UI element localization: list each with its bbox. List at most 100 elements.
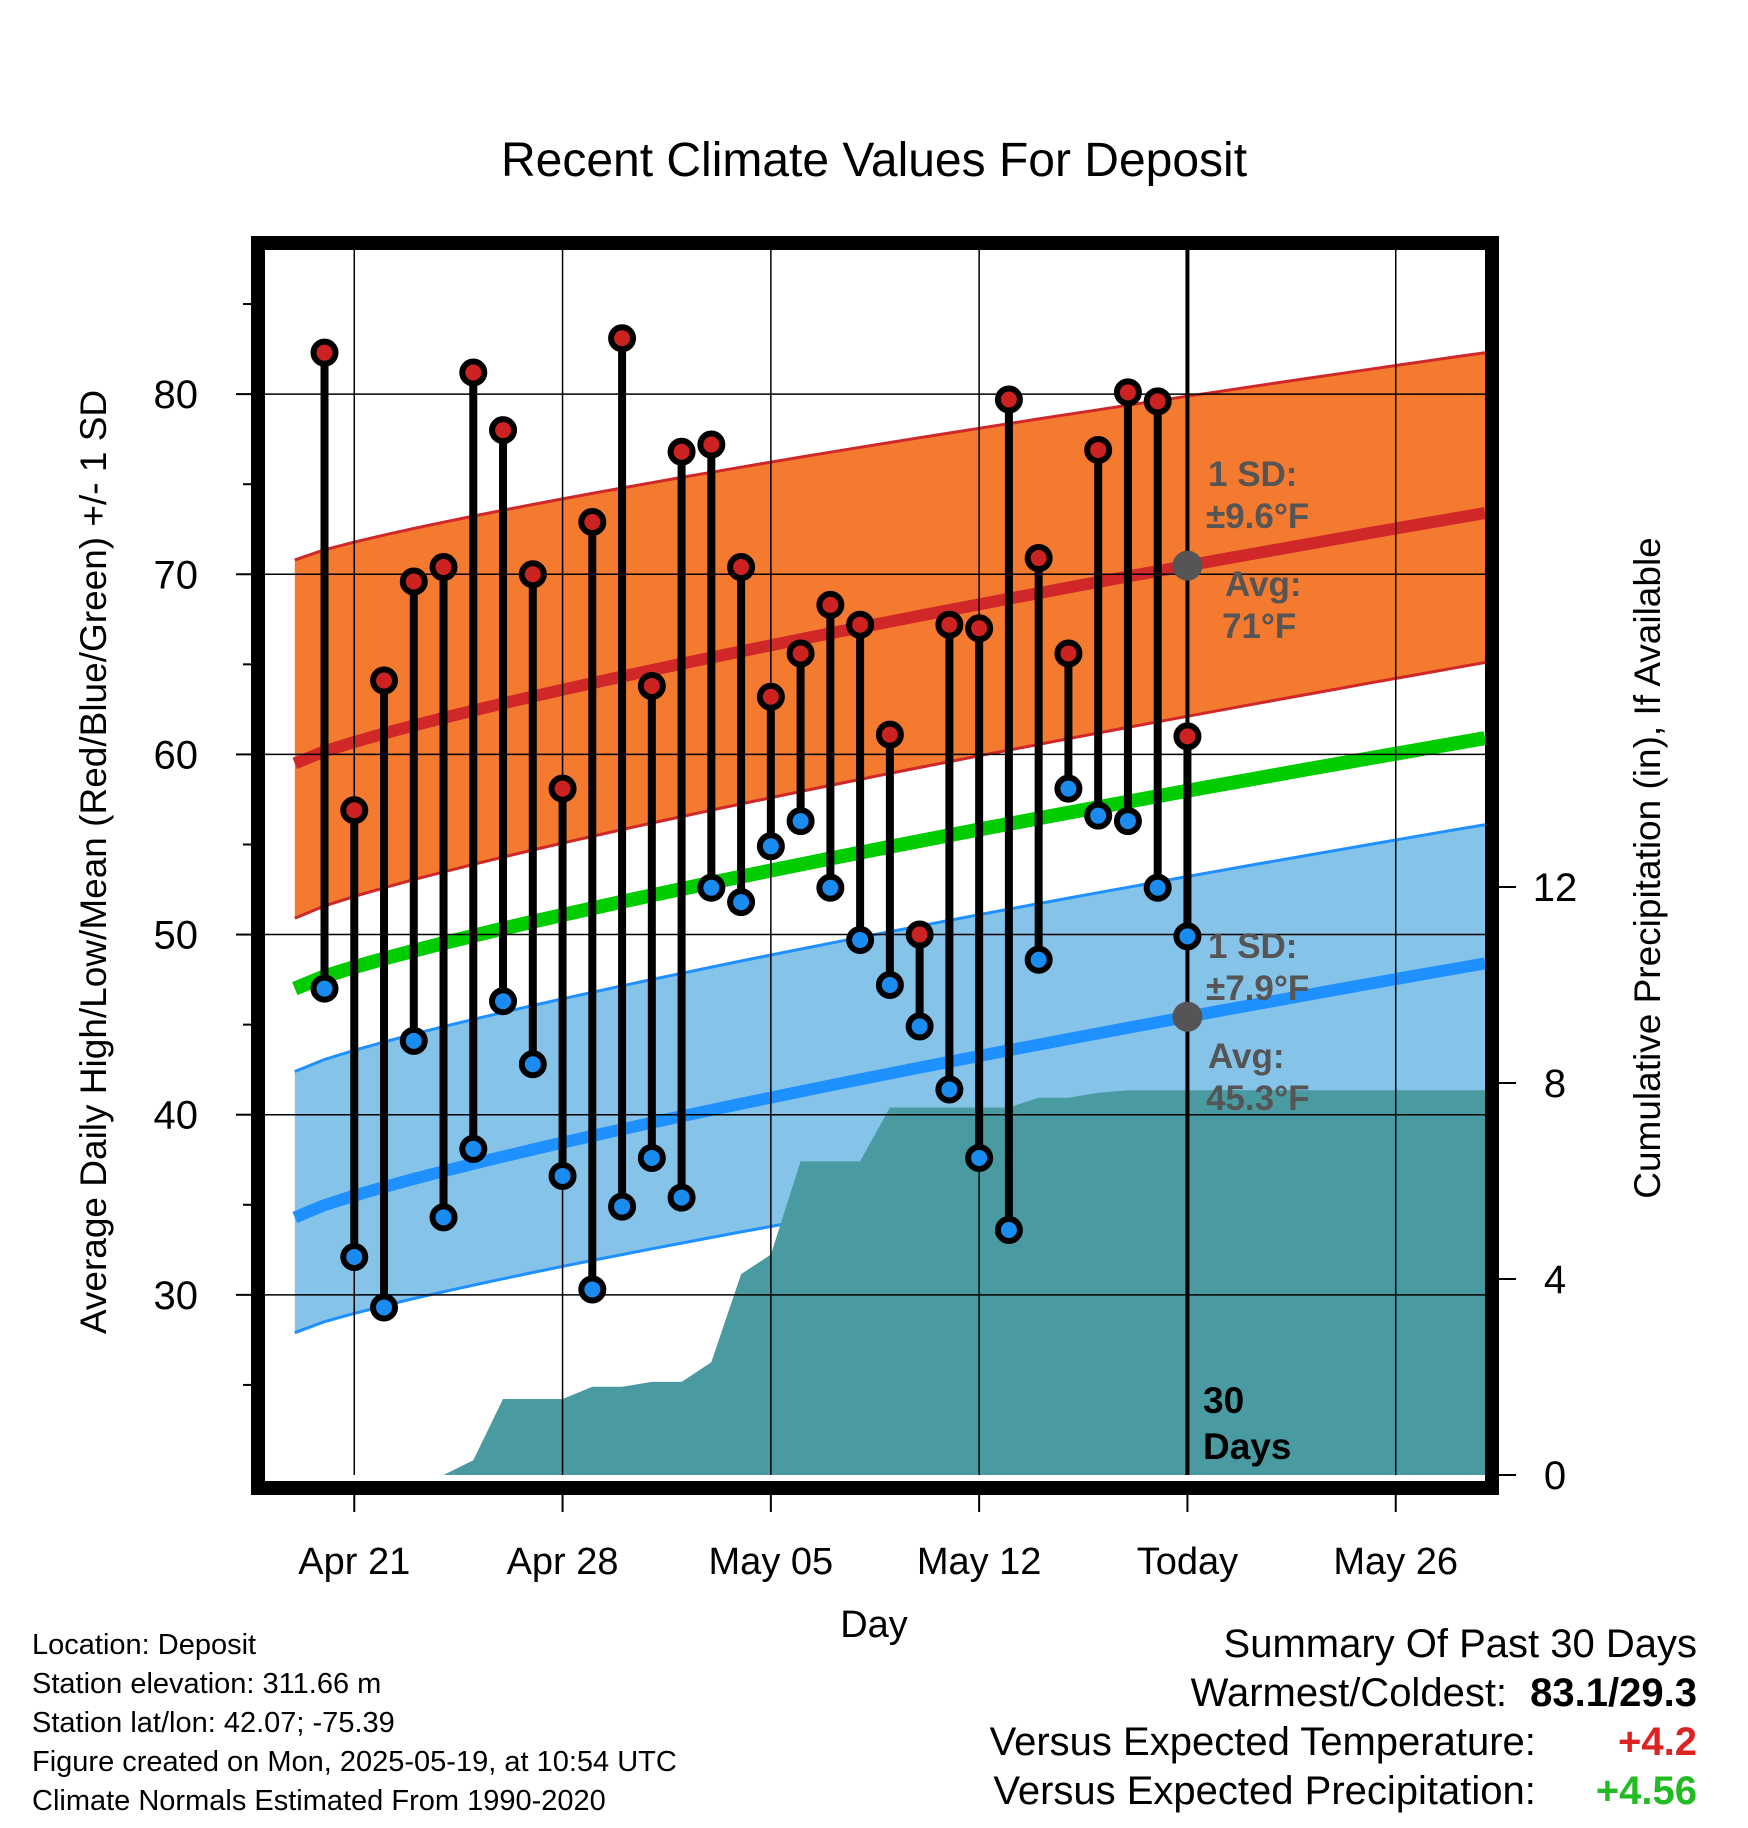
daily-low-point [1173, 922, 1202, 951]
location-text: Location: Deposit [32, 1629, 257, 1661]
daily-low-point [727, 888, 756, 917]
daily-high-point [548, 774, 577, 803]
daily-low-point [637, 1143, 666, 1172]
latlon-text: Station lat/lon: 42.07; -75.39 [32, 1707, 395, 1739]
daily-high-point [994, 385, 1023, 414]
station-info: Location: Deposit Station elevation: 311… [32, 1626, 677, 1821]
daily-high-point [727, 553, 756, 582]
days-word-label: Days [1203, 1426, 1291, 1467]
y-axis-label: Average Daily High/Low/Mean (Red/Blue/Gr… [73, 390, 114, 1334]
daily-low-point [965, 1143, 994, 1172]
daily-low-point [310, 974, 339, 1003]
daily-high-point [756, 682, 785, 711]
x-tick-label: Apr 28 [507, 1541, 619, 1583]
daily-low-point [846, 925, 875, 954]
normals-text: Climate Normals Estimated From 1990-2020 [32, 1785, 606, 1817]
summary-panel: Summary Of Past 30 Days Warmest/Coldest:… [990, 1620, 1697, 1816]
daily-low-point [1143, 873, 1172, 902]
warm-cold-row: Warmest/Coldest: 83.1/29.3 [990, 1669, 1697, 1718]
y2-tick-label: 8 [1544, 1062, 1566, 1106]
daily-high-point [340, 796, 369, 825]
daily-high-point [1143, 387, 1172, 416]
daily-high-point [786, 639, 815, 668]
daily-high-point [429, 553, 458, 582]
daily-high-point [965, 614, 994, 643]
daily-high-point [667, 437, 696, 466]
elevation-text: Station elevation: 311.66 m [32, 1668, 382, 1700]
daily-high-point [1024, 544, 1053, 573]
plot-frame [251, 236, 1499, 1495]
precipitation-area [324, 1090, 1485, 1475]
today-high-avg-point [1172, 550, 1203, 581]
temp-label: Versus Expected Temperature: [989, 1720, 1536, 1764]
y-tick-label: 70 [154, 553, 199, 597]
high-band-upper-edge [294, 351, 1485, 562]
high-avg-value: 71°F [1222, 607, 1296, 646]
low-sd-value: ±7.9°F [1206, 969, 1309, 1008]
x-axis-label: Day [840, 1604, 908, 1646]
daily-low-point [370, 1293, 399, 1322]
low-avg-value: 45.3°F [1206, 1079, 1310, 1118]
daily-low-point [786, 807, 815, 836]
daily-low-point [994, 1216, 1023, 1244]
y2-tick-label: 4 [1544, 1258, 1566, 1302]
y-tick-label: 50 [154, 914, 199, 958]
daily-high-point [816, 590, 845, 619]
y-tick-label: 30 [154, 1274, 199, 1318]
precip-value: +4.56 [1595, 1769, 1697, 1813]
y2-tick-label: 12 [1533, 866, 1578, 910]
daily-high-point [608, 324, 637, 353]
y-tick-label: 60 [154, 733, 199, 777]
low-avg-label: Avg: [1208, 1037, 1284, 1076]
daily-high-point [1173, 722, 1202, 751]
created-text: Figure created on Mon, 2025-05-19, at 10… [32, 1746, 677, 1778]
days-count-label: 30 [1203, 1380, 1244, 1421]
summary-title: Summary Of Past 30 Days [1223, 1622, 1697, 1666]
daily-low-point [1054, 774, 1083, 803]
daily-high-point [1054, 639, 1083, 668]
low-mean-line [292, 957, 1485, 1223]
warm-cold-value: 83.1/29.3 [1530, 1671, 1697, 1715]
daily-low-point [489, 987, 518, 1016]
y2-tick-label: 0 [1544, 1454, 1566, 1498]
daily-low-point [1113, 807, 1142, 836]
high-sd-value: ±9.6°F [1206, 497, 1309, 536]
daily-high-point [310, 338, 339, 367]
daily-high-point [399, 567, 428, 596]
warm-cold-label: Warmest/Coldest: [1190, 1671, 1508, 1715]
daily-low-point [340, 1243, 369, 1272]
x-tick-label: May 26 [1333, 1541, 1458, 1583]
low-sd-label: 1 SD: [1208, 927, 1297, 966]
daily-high-point [875, 720, 904, 749]
daily-high-point [637, 671, 666, 700]
y2-axis-label: Cumulative Precipitation (in), If Availa… [1627, 537, 1668, 1199]
high-mean-line [292, 507, 1485, 769]
daily-high-point [518, 560, 547, 589]
daily-low-point [399, 1026, 428, 1055]
daily-low-point [459, 1134, 488, 1163]
daily-high-point [489, 416, 518, 445]
x-tick-label: May 12 [917, 1541, 1042, 1583]
daily-high-point [459, 358, 488, 387]
daily-high-point [697, 430, 726, 459]
daily-low-point [935, 1075, 964, 1104]
y-tick-label: 80 [154, 373, 199, 417]
precip-label: Versus Expected Precipitation: [993, 1769, 1536, 1813]
daily-high-point [578, 508, 607, 537]
daily-low-point [816, 873, 845, 902]
x-tick-label: May 05 [709, 1541, 834, 1583]
daily-low-point [578, 1275, 607, 1304]
precip-row: Versus Expected Precipitation: +4.56 [990, 1767, 1697, 1816]
temp-value: +4.2 [1618, 1720, 1697, 1764]
daily-low-point [905, 1012, 934, 1041]
daily-high-point [905, 920, 934, 949]
temp-row: Versus Expected Temperature: +4.2 [990, 1718, 1697, 1767]
daily-low-point [756, 832, 785, 861]
daily-high-point [935, 610, 964, 639]
daily-high-point [370, 666, 399, 695]
x-tick-label: Today [1137, 1541, 1238, 1583]
daily-high-point [1113, 378, 1142, 407]
daily-low-point [518, 1050, 547, 1079]
x-tick-label: Apr 21 [298, 1541, 410, 1583]
